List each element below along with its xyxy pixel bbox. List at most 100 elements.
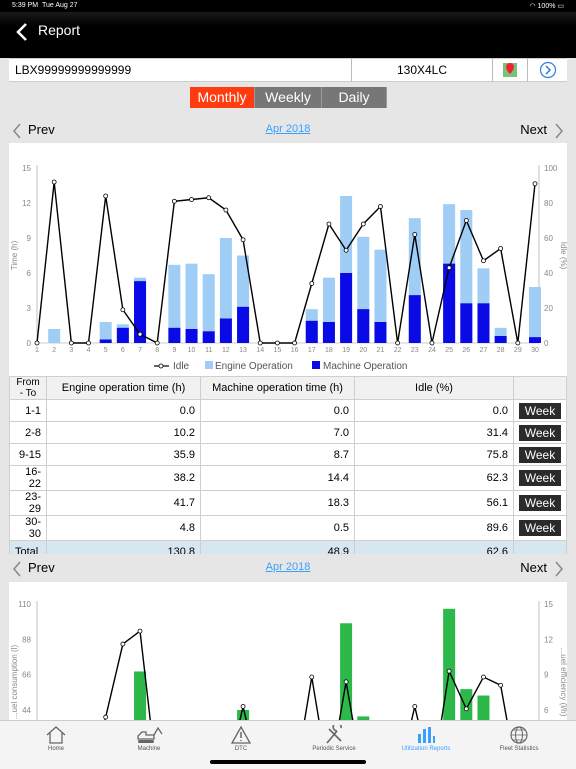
tab-machine[interactable]: Machine — [119, 725, 179, 752]
row-machine: 8.7 — [200, 443, 355, 466]
tab-periodic-service[interactable]: Periodic Service — [304, 725, 364, 752]
x-tick-label: 5 — [104, 347, 108, 354]
machine-operation-bar — [494, 336, 507, 343]
row-idle: 31.4 — [354, 421, 514, 444]
y-axis-label-left: ...uel consumption (l) — [10, 645, 19, 720]
y-tick-right: 40 — [544, 269, 553, 278]
forward-button[interactable] — [528, 59, 567, 81]
row-engine: 38.2 — [46, 465, 201, 491]
y-tick-left: 6 — [27, 269, 32, 278]
row-idle: 56.1 — [354, 490, 514, 516]
y-tick-left: 88 — [22, 635, 31, 644]
idle-point — [240, 237, 246, 243]
fuel-efficiency-point — [103, 714, 109, 720]
segment-weekly[interactable]: Weekly — [255, 87, 322, 108]
segment-monthly[interactable]: Monthly — [190, 87, 255, 108]
tab-periodic-service-label: Periodic Service — [312, 746, 356, 752]
idle-point — [463, 218, 469, 223]
x-tick-label: 8 — [155, 347, 159, 354]
x-tick-label: 24 — [428, 347, 436, 354]
back-button-label[interactable]: Report — [38, 22, 81, 38]
row-machine: 0.0 — [200, 399, 355, 422]
x-tick-label: 4 — [87, 347, 91, 354]
tab-machine-label: Machine — [137, 746, 161, 752]
col-header-idle: Idle (%) — [354, 376, 514, 400]
x-tick-label: 27 — [480, 347, 488, 354]
table-row: 16-22 38.2 14.4 62.3 Week — [9, 465, 567, 491]
engine-operation-bar — [202, 274, 215, 343]
tab-dtc[interactable]: DTC — [211, 725, 271, 752]
chevron-left-icon[interactable] — [11, 561, 23, 577]
week-button[interactable]: Week — [519, 520, 561, 536]
machine-operation-bar — [99, 339, 112, 343]
idle-point — [378, 204, 383, 209]
month-link-2[interactable]: Apr 2018 — [265, 561, 311, 573]
fuel-efficiency-point — [412, 704, 418, 709]
fuel-efficiency-point — [481, 674, 486, 680]
x-tick-label: 6 — [121, 347, 125, 354]
chevron-left-icon[interactable] — [11, 123, 23, 139]
row-engine: 41.7 — [46, 490, 201, 516]
idle-point — [446, 265, 452, 271]
warning-icon — [230, 725, 252, 744]
next-button-2[interactable]: Next — [520, 560, 547, 575]
x-tick-label: 26 — [462, 347, 470, 354]
tab-fleet-statistics[interactable]: Fleet Statistics — [489, 725, 549, 752]
summary-table: From - To Engine operation time (h) Mach… — [9, 376, 567, 563]
x-tick-label: 15 — [274, 347, 282, 354]
y-tick-left: 0 — [27, 339, 32, 348]
fuel-efficiency-point — [463, 706, 469, 712]
next-button[interactable]: Next — [520, 122, 547, 137]
y-tick-left: 15 — [22, 164, 31, 173]
y-tick-left: 3 — [27, 304, 32, 313]
x-tick-label: 21 — [377, 347, 385, 354]
week-button[interactable]: Week — [519, 402, 561, 419]
week-button[interactable]: Week — [519, 446, 561, 463]
map-icon — [503, 63, 517, 77]
fuel-efficiency-line — [104, 629, 508, 720]
fuel-efficiency-point — [343, 679, 349, 685]
prev-button-2[interactable]: Prev — [28, 560, 55, 575]
y-tick-left: 9 — [27, 234, 32, 243]
fuel-consumption-bar — [237, 710, 250, 720]
segment-daily[interactable]: Daily — [322, 87, 387, 108]
idle-point — [103, 193, 109, 199]
x-tick-label: 13 — [239, 347, 247, 354]
week-button[interactable]: Week — [519, 470, 561, 486]
x-tick-label: 22 — [394, 347, 402, 354]
back-chevron-icon[interactable] — [14, 22, 30, 42]
chevron-right-icon[interactable] — [553, 561, 565, 577]
x-tick-label: 11 — [205, 347, 212, 354]
col-header-engine: Engine operation time (h) — [46, 376, 201, 400]
prev-button[interactable]: Prev — [28, 122, 55, 137]
week-button[interactable]: Week — [519, 424, 561, 441]
week-button[interactable]: Week — [519, 495, 561, 511]
tab-utilization-reports-label: Utilization Reports — [401, 746, 451, 752]
y-axis-label-right: ...uel efficiency (l/h) — [559, 648, 567, 717]
x-tick-label: 25 — [445, 347, 453, 354]
machine-operation-bar — [460, 303, 473, 343]
machine-operation-bar — [237, 306, 250, 343]
y-tick-left: 66 — [22, 671, 31, 680]
chevron-right-circle-icon — [539, 61, 557, 79]
idle-point — [86, 340, 91, 346]
period-navigation: Prev Apr 2018 Next — [9, 116, 567, 144]
tab-utilization-reports[interactable]: Utilization Reports — [396, 725, 456, 752]
legend-engine-swatch — [205, 361, 213, 369]
model-name: 130X4LC — [352, 59, 493, 81]
machine-operation-bar — [357, 309, 370, 343]
row-engine: 4.8 — [46, 515, 201, 541]
map-button[interactable] — [493, 59, 528, 81]
legend-engine-label: Engine Operation — [215, 361, 293, 372]
chevron-right-icon[interactable] — [553, 123, 565, 139]
row-machine: 7.0 — [200, 421, 355, 444]
fuel-chart: 44 66 88 110 6 9 12 15 ...uel consumption (l)...… — [9, 582, 567, 720]
machine-operation-bar — [322, 322, 335, 343]
row-idle: 75.8 — [354, 443, 514, 466]
tab-home[interactable]: Home — [26, 725, 86, 752]
month-link[interactable]: Apr 2018 — [265, 123, 311, 135]
idle-point — [206, 195, 212, 201]
idle-point — [257, 340, 263, 346]
row-range: 23-29 — [9, 490, 47, 516]
